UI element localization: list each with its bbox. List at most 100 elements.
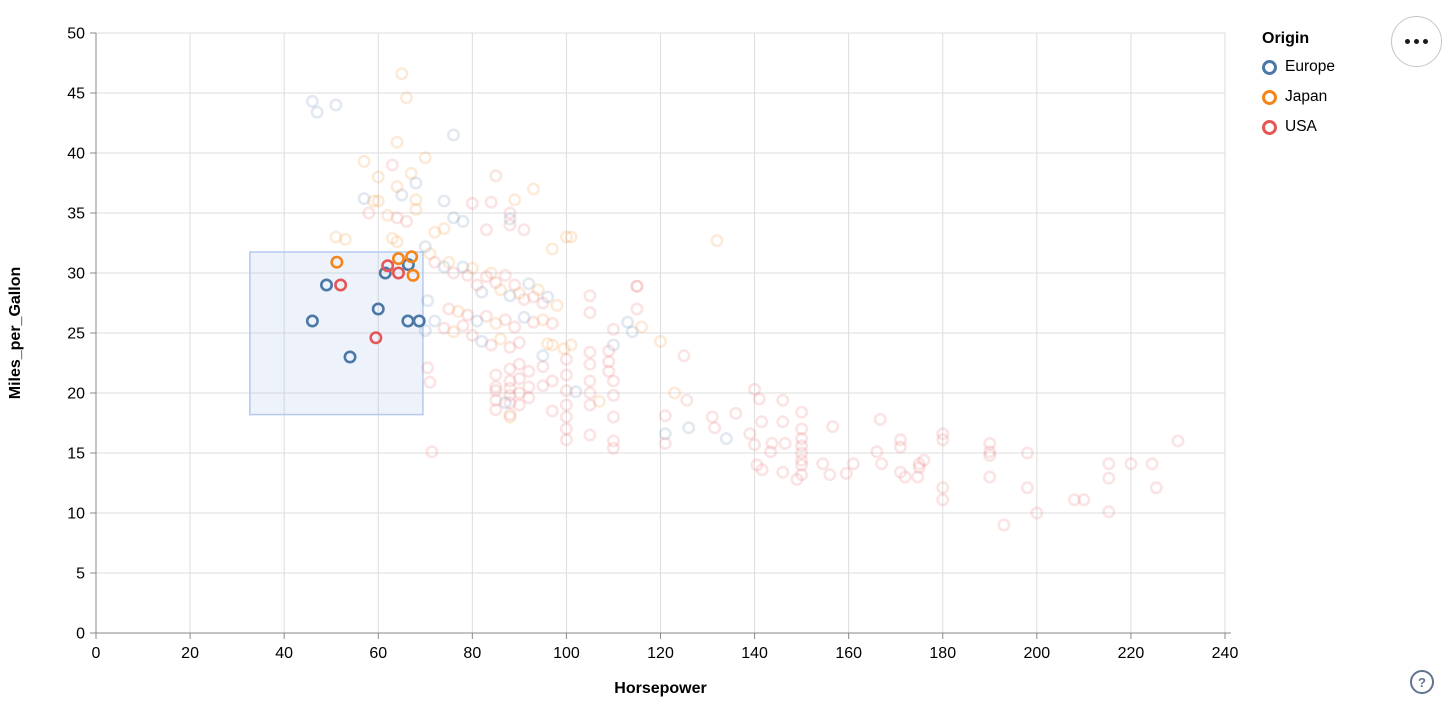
point-europe (357, 192, 371, 206)
point-usa (545, 374, 559, 388)
help-button[interactable]: ? (1410, 670, 1434, 694)
point-europe (329, 98, 343, 112)
selected-point-usa (334, 278, 348, 292)
point-usa (522, 380, 536, 394)
point-usa (790, 472, 804, 486)
y-tick-label: 45 (67, 86, 85, 103)
point-usa (508, 278, 522, 292)
point-usa (778, 436, 792, 450)
point-usa (489, 403, 503, 417)
point-usa (983, 436, 997, 450)
y-tick-label: 0 (76, 626, 85, 643)
point-usa (776, 465, 790, 479)
point-japan (371, 170, 385, 184)
point-usa (522, 391, 536, 405)
point-usa (437, 321, 451, 335)
point-usa (559, 398, 573, 412)
point-japan (395, 67, 409, 81)
point-usa (816, 457, 830, 471)
point-usa (559, 433, 573, 447)
point-usa (559, 352, 573, 366)
legend-ring-icon (1262, 89, 1277, 105)
point-usa (559, 384, 573, 398)
menu-button[interactable] (1391, 16, 1442, 67)
point-usa (503, 388, 517, 402)
point-usa (846, 457, 860, 471)
point-europe (437, 194, 451, 208)
point-japan (442, 255, 456, 269)
point-usa (512, 386, 526, 400)
x-tick-label: 140 (741, 645, 768, 662)
point-usa (795, 405, 809, 419)
point-usa (795, 458, 809, 472)
point-japan (592, 394, 606, 408)
point-usa (423, 375, 437, 389)
point-usa (536, 379, 550, 393)
point-usa (461, 308, 475, 322)
selected-point-japan (391, 252, 405, 266)
point-usa (708, 421, 722, 435)
point-japan (371, 194, 385, 208)
selected-point-usa (391, 266, 405, 280)
point-usa (442, 302, 456, 316)
point-usa (748, 438, 762, 452)
point-usa (748, 382, 762, 396)
point-japan (710, 234, 724, 248)
point-europe (418, 240, 432, 254)
point-japan (541, 337, 555, 351)
point-usa (870, 445, 884, 459)
point-usa (606, 434, 620, 448)
point-japan (494, 283, 508, 297)
point-japan (428, 225, 442, 239)
point-japan (390, 235, 404, 249)
point-usa (755, 415, 769, 429)
point-europe (418, 324, 432, 338)
point-japan (447, 325, 461, 339)
point-usa (795, 432, 809, 446)
point-europe (498, 396, 512, 410)
point-usa (517, 223, 531, 237)
point-usa (917, 453, 931, 467)
unselected-points (305, 67, 1185, 532)
point-europe (437, 260, 451, 274)
selected-point-europe (412, 314, 426, 328)
point-japan (381, 208, 395, 222)
x-tick-label: 60 (369, 645, 387, 662)
point-japan (437, 222, 451, 236)
selected-point-europe (320, 278, 334, 292)
point-japan (564, 230, 578, 244)
point-usa (489, 384, 503, 398)
point-usa (936, 493, 950, 507)
point-japan (465, 261, 479, 275)
point-japan (409, 193, 423, 207)
point-japan (329, 230, 343, 244)
point-japan (512, 286, 526, 300)
point-japan (536, 313, 550, 327)
point-usa (936, 433, 950, 447)
point-europe (456, 260, 470, 274)
point-usa (743, 427, 757, 441)
point-usa (465, 196, 479, 210)
point-japan (338, 232, 352, 246)
point-usa (470, 278, 484, 292)
point-usa (421, 361, 435, 375)
point-usa (823, 468, 837, 482)
y-tick-label: 10 (67, 506, 85, 523)
point-japan (559, 230, 573, 244)
point-usa (893, 465, 907, 479)
point-usa (1149, 481, 1163, 495)
point-japan (545, 242, 559, 256)
legend: Origin Europe Japan USA (1262, 30, 1335, 148)
brush-selection[interactable] (249, 251, 424, 416)
point-japan (489, 316, 503, 330)
point-usa (461, 268, 475, 282)
point-usa (489, 169, 503, 183)
point-usa (1067, 493, 1081, 507)
point-usa (498, 313, 512, 327)
point-europe (421, 294, 435, 308)
point-usa (997, 518, 1011, 532)
legend-label: USA (1285, 118, 1317, 135)
y-tick-label: 50 (67, 26, 85, 43)
point-usa (489, 276, 503, 290)
